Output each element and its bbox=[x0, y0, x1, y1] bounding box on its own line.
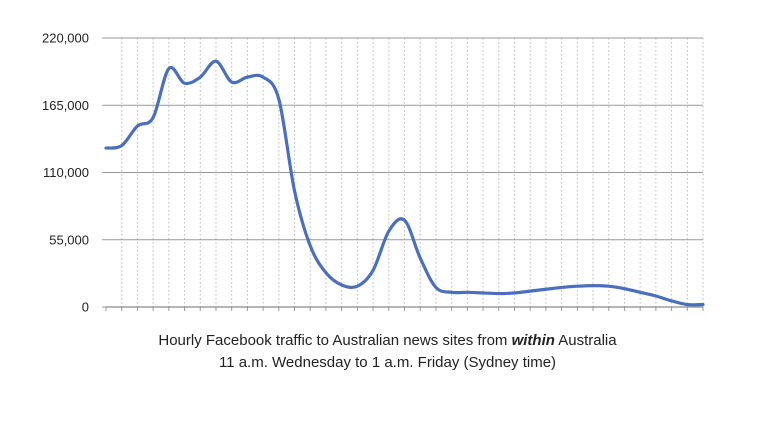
series-layer bbox=[104, 59, 705, 307]
chart-title-emphasis: within bbox=[511, 332, 555, 349]
y-tick-label: 0 bbox=[82, 300, 89, 315]
y-tick-label: 110,000 bbox=[43, 165, 89, 180]
chart-title-before: Hourly Facebook traffic to Australian ne… bbox=[158, 332, 512, 349]
y-tick-label: 220,000 bbox=[42, 31, 89, 46]
axes bbox=[102, 37, 704, 311]
chart-title: Hourly Facebook traffic to Australian ne… bbox=[0, 330, 775, 352]
series-line bbox=[104, 59, 705, 307]
y-tick-labels: 0 55,000 110,000 165,000 220,000 bbox=[42, 31, 89, 315]
chart-caption: Hourly Facebook traffic to Australian ne… bbox=[0, 330, 775, 374]
chart-title-after: Australia bbox=[554, 332, 617, 349]
y-tick-label: 55,000 bbox=[49, 232, 89, 247]
chart-subtitle: 11 a.m. Wednesday to 1 a.m. Friday (Sydn… bbox=[218, 354, 557, 371]
grid-lines bbox=[106, 37, 704, 307]
y-tick-label: 165,000 bbox=[42, 98, 89, 113]
